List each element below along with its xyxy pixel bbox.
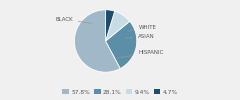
Text: ASIAN: ASIAN	[126, 34, 155, 39]
Wedge shape	[106, 21, 137, 69]
Wedge shape	[106, 10, 115, 41]
Text: BLACK: BLACK	[55, 17, 92, 23]
Legend: 57.8%, 28.1%, 9.4%, 4.7%: 57.8%, 28.1%, 9.4%, 4.7%	[60, 87, 180, 97]
Wedge shape	[106, 11, 130, 41]
Wedge shape	[74, 10, 120, 72]
Text: HISPANIC: HISPANIC	[118, 50, 164, 58]
Text: WHITE: WHITE	[128, 25, 156, 31]
